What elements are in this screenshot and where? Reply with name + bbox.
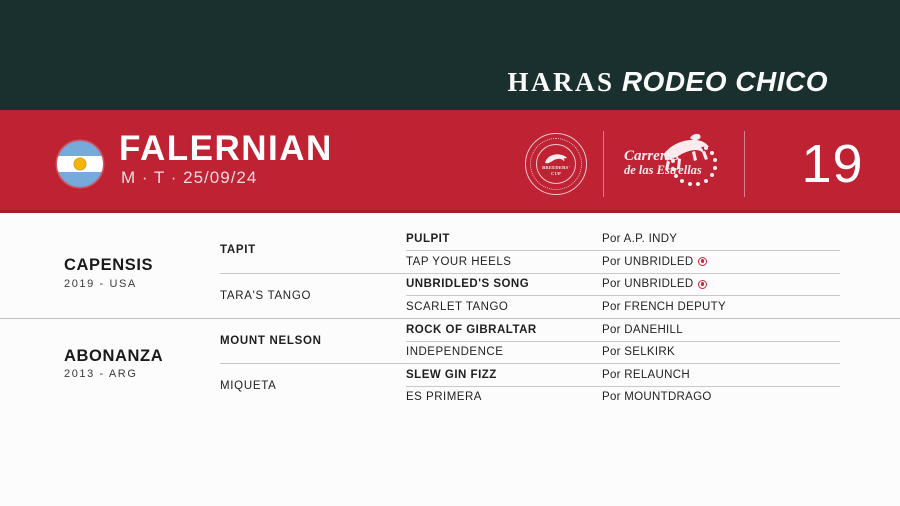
- stud-farm-prefix: HARAS: [507, 67, 615, 97]
- logo-divider-1: [603, 131, 604, 197]
- stud-farm-name: RODEO CHICO: [621, 66, 828, 97]
- inbreeding-marker-icon: [698, 257, 708, 267]
- great-grandparent-name: INDEPENDENCE: [406, 346, 504, 359]
- inbreeding-marker-icon: [698, 279, 708, 289]
- parent-name: ABONANZA: [64, 346, 164, 365]
- sire-label: Por FRENCH DEPUTY: [602, 301, 726, 314]
- star-ring-icon: [671, 146, 717, 186]
- argentina-flag-icon: [57, 141, 103, 187]
- horse-meta: M · T · 25/09/24: [121, 168, 258, 187]
- great-grandparent-name: SCARLET TANGO: [406, 301, 509, 314]
- sire-label: Por SELKIRK: [602, 346, 675, 359]
- pedigree-row: SCARLET TANGO Por FRENCH DEPUTY: [406, 295, 840, 318]
- horse-banner: [0, 110, 900, 210]
- pedigree-row: SLEW GIN FIZZ Por RELAUNCH: [406, 363, 840, 386]
- great-grandparent-sire: Por UNBRIDLED: [602, 255, 708, 268]
- great-grandparent-sire: Por A.P. INDY: [602, 233, 677, 245]
- parent-cell: ABONANZA 2013 - ARG: [0, 319, 220, 408]
- grandparent-name: MIQUETA: [220, 363, 406, 408]
- parent-cell: CAPENSIS 2019 - USA: [0, 228, 220, 318]
- pedigree-parent-block: CAPENSIS 2019 - USA TAPIT TARA'S TANGO PULPI…: [0, 228, 900, 318]
- grandparent-name: TAPIT: [220, 244, 256, 257]
- race-number: 19: [801, 134, 864, 194]
- great-grandparent-name: TAP YOUR HEELS: [406, 255, 512, 268]
- horse-head-icon: [545, 154, 567, 164]
- great-grandparent-name: SLEW GIN FIZZ: [406, 368, 497, 381]
- pedigree-row: UNBRIDLED'S SONG Por UNBRIDLED: [406, 272, 840, 296]
- stud-farm-title: HARAS RODEO CHICO: [508, 66, 900, 110]
- great-grandparent-column: PULPIT Por A.P. INDY TAP YOUR HEELS Por UNB…: [406, 228, 900, 318]
- great-grandparent-name: PULPIT: [406, 232, 450, 245]
- parent-name: CAPENSIS: [64, 256, 154, 275]
- sun-of-may-icon: [73, 157, 87, 171]
- logo-divider-2: [744, 131, 745, 197]
- parent-year-country: 2019 - USA: [64, 277, 137, 290]
- pedigree-row: ROCK OF GIBRALTAR Por DANEHILL: [406, 319, 840, 341]
- great-grandparent-name: ES PRIMERA: [406, 391, 482, 404]
- sire-label: Por DANEHILL: [602, 323, 683, 336]
- parent-year-country: 2013 - ARG: [64, 368, 138, 381]
- breeders-cup-line2: CUP: [550, 170, 562, 176]
- pedigree-row: PULPIT Por A.P. INDY: [406, 228, 840, 250]
- sire-label: Por RELAUNCH: [602, 368, 690, 381]
- great-grandparent-sire: Por RELAUNCH: [602, 369, 690, 381]
- sire-label: Por MOUNTDRAGO: [602, 391, 712, 404]
- sire-label: Por A.P. INDY: [602, 232, 678, 245]
- cde-line1: Carreras: [624, 148, 679, 164]
- grandparent-name: TARA'S TANGO: [220, 272, 406, 319]
- sire-label: Por UNBRIDLED: [602, 255, 694, 268]
- horse-name: FALERNIAN: [119, 129, 333, 168]
- breeders-cup-logo-icon: BREEDERS' CUP: [525, 133, 587, 195]
- great-grandparent-sire: Por UNBRIDLED: [602, 278, 708, 291]
- jockey-horse-icon: [664, 133, 709, 170]
- grandparent-name: MOUNT NELSON: [220, 335, 322, 347]
- logo-group: BREEDERS' CUP: [525, 126, 761, 202]
- great-grandparent-sire: Por DANEHILL: [602, 324, 683, 336]
- banner-underline: [0, 210, 900, 213]
- great-grandparent-sire: Por SELKIRK: [602, 346, 675, 358]
- grandparent-column: TAPIT TARA'S TANGO: [220, 228, 406, 318]
- pedigree-row: INDEPENDENCE Por SELKIRK: [406, 340, 840, 364]
- great-grandparent-sire: Por FRENCH DEPUTY: [602, 301, 726, 313]
- pedigree-table: CAPENSIS 2019 - USA TAPIT TARA'S TANGO PULPI…: [0, 228, 900, 408]
- sire-label: Por UNBRIDLED: [602, 278, 694, 291]
- pedigree-row: ES PRIMERA Por MOUNTDRAGO: [406, 385, 840, 409]
- pedigree-parent-block: ABONANZA 2013 - ARG MOUNT NELSON MIQUETA ROC…: [0, 318, 900, 408]
- grandparent-column: MOUNT NELSON MIQUETA: [220, 319, 406, 408]
- top-header: HARAS RODEO CHICO: [0, 0, 900, 110]
- great-grandparent-sire: Por MOUNTDRAGO: [602, 391, 712, 403]
- great-grandparent-column: ROCK OF GIBRALTAR Por DANEHILL INDEPENDENC…: [406, 319, 900, 408]
- carreras-de-las-estrellas-logo-icon: Carreras de las Estrellas: [620, 128, 728, 200]
- pedigree-row: TAP YOUR HEELS Por UNBRIDLED: [406, 249, 840, 273]
- great-grandparent-name: ROCK OF GIBRALTAR: [406, 323, 537, 336]
- great-grandparent-name: UNBRIDLED'S SONG: [406, 278, 530, 291]
- breeders-cup-line1: BREEDERS': [542, 164, 570, 170]
- cde-line2: de las Estrellas: [624, 163, 702, 177]
